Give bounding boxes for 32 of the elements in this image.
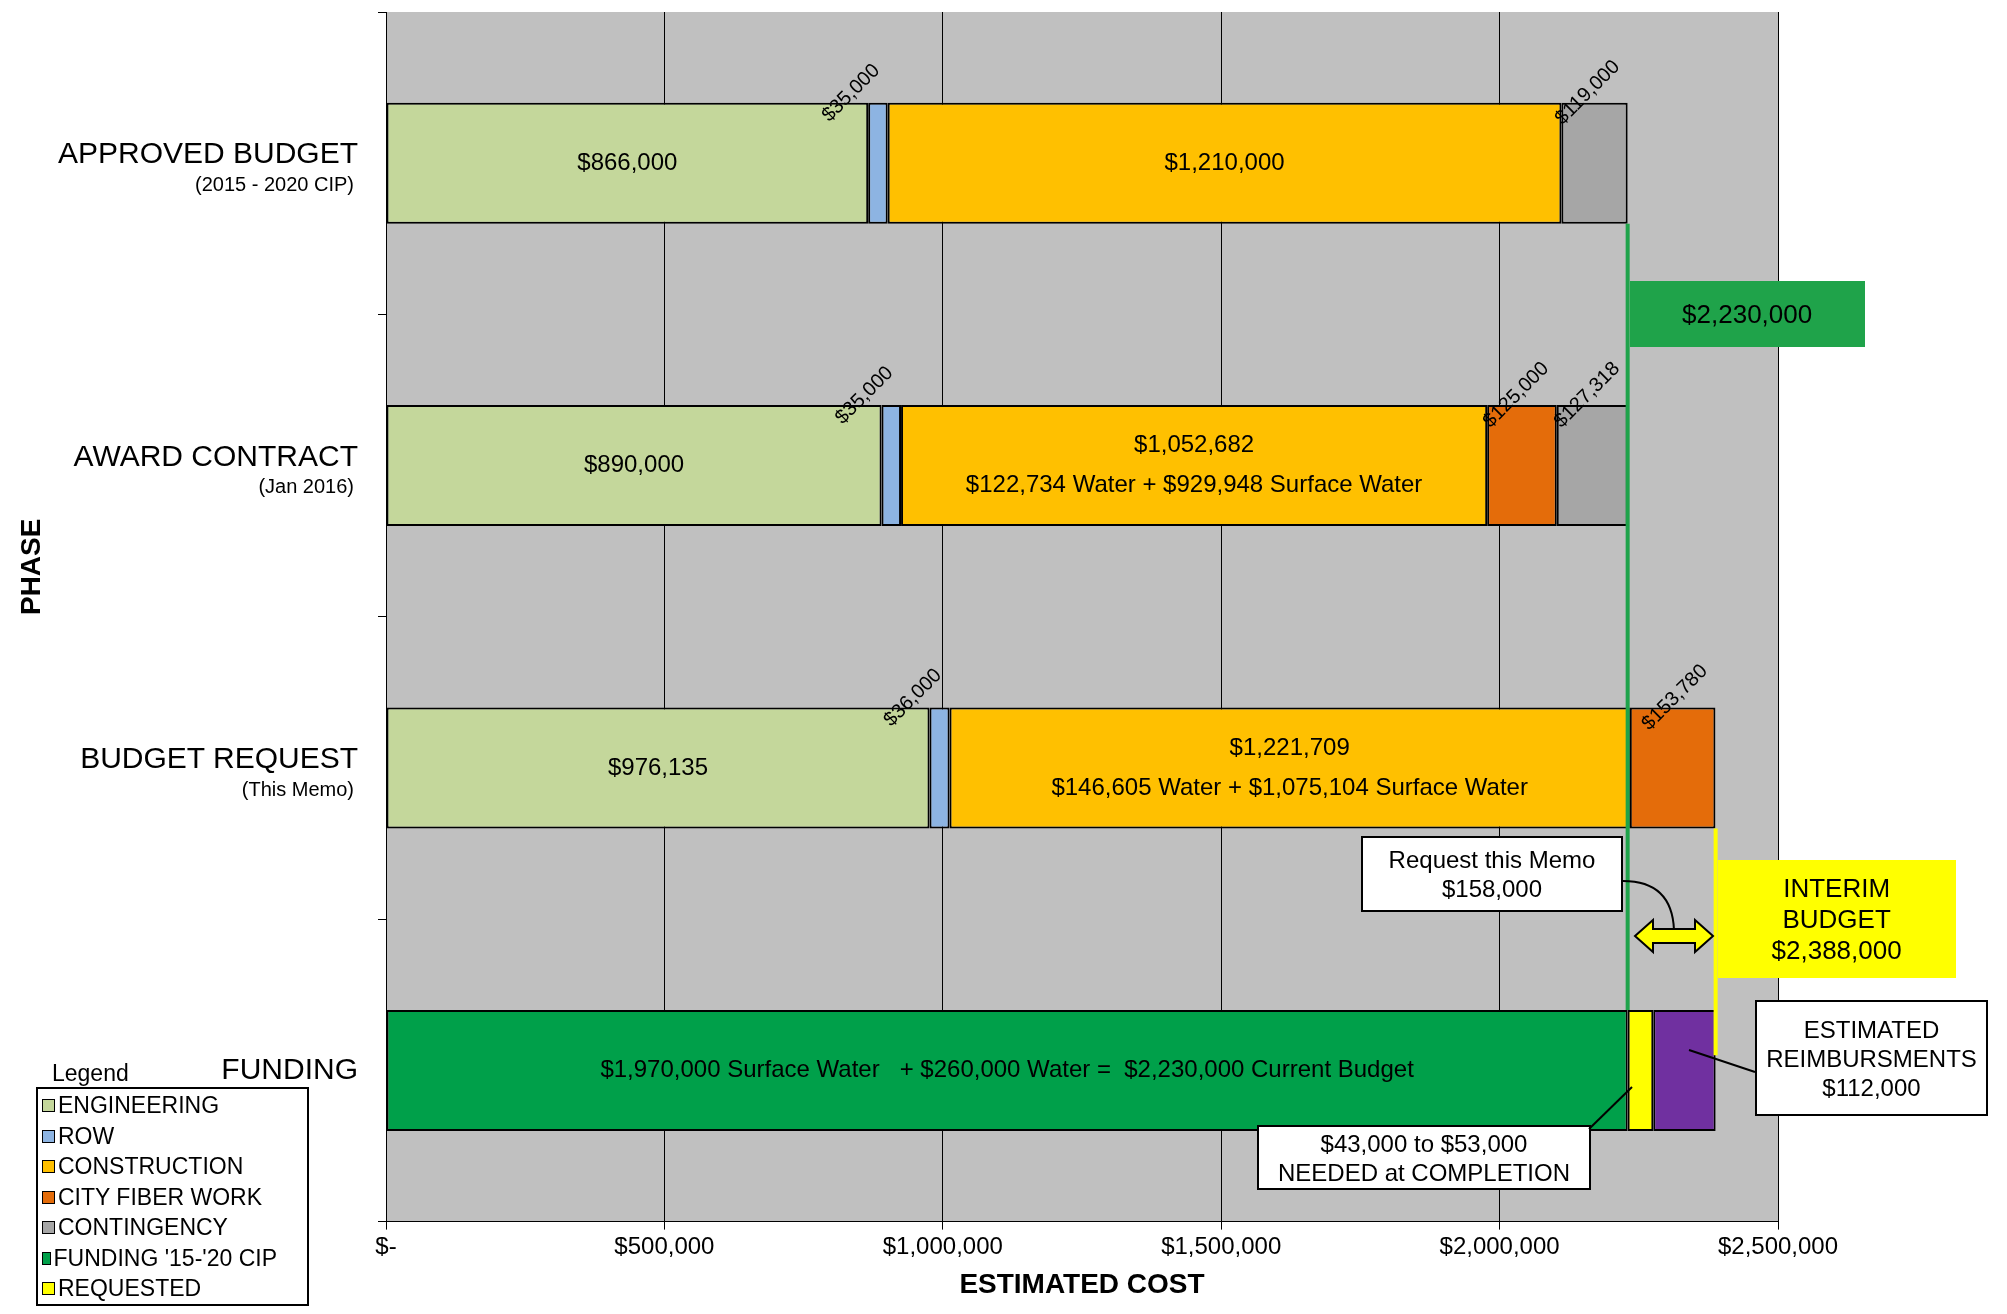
annotation: $43,000 to $53,000 NEEDED at COMPLETION <box>1257 1125 1591 1190</box>
data-label: $1,210,000 <box>1164 147 1285 175</box>
data-label: $1,970,000 Surface Water + $260,000 Water = $2,230,000 Current Budget <box>600 1055 1415 1083</box>
legend-label: ENGINEERING <box>58 1092 220 1120</box>
callout-box: INTERIM BUDGET $2,388,000 <box>1717 860 1956 979</box>
x-tick-label: $2,000,000 <box>1439 1231 1560 1259</box>
legend-label: REQUESTED <box>58 1275 202 1303</box>
legend-label: CONTINGENCY <box>58 1214 228 1242</box>
callout-box: $2,230,000 <box>1629 281 1865 348</box>
legend-label: CONSTRUCTION <box>58 1153 244 1181</box>
data-label: $1,221,709 $146,605 Water + $1,075,104 Surface Water <box>1051 732 1528 800</box>
data-label: $890,000 <box>583 450 685 478</box>
annotation: Request this Memo $158,000 <box>1361 836 1623 912</box>
annotation: ESTIMATED REIMBURSMENTS $112,000 <box>1755 1000 1988 1116</box>
x-tick-label: $1,500,000 <box>1161 1231 1282 1259</box>
y-axis-title: PHASE <box>14 518 46 616</box>
y-tick-label: APPROVED BUDGET (2015 - 2020 CIP) <box>57 136 358 195</box>
legend-title: Legend <box>52 1059 129 1086</box>
y-tick-label: FUNDING <box>221 1051 358 1085</box>
x-tick-label: $500,000 <box>614 1231 715 1259</box>
data-label: $976,135 <box>607 752 709 780</box>
x-axis-title: ESTIMATED COST <box>959 1267 1205 1299</box>
x-tick-label: $- <box>375 1231 397 1259</box>
legend-label: FUNDING '15-'20 CIP <box>53 1244 277 1272</box>
y-tick-label: AWARD CONTRACT (Jan 2016) <box>73 438 358 498</box>
legend-label: CITY FIBER WORK <box>58 1183 263 1211</box>
data-label: $1,052,682 $122,734 Water + $929,948 Surface Water <box>965 430 1423 498</box>
data-label: $866,000 <box>577 147 678 175</box>
x-tick-label: $2,500,000 <box>1717 1231 1839 1259</box>
y-tick-label: BUDGET REQUEST (This Memo) <box>80 741 358 800</box>
x-tick-label: $1,000,000 <box>882 1231 1003 1259</box>
legend-label: ROW <box>58 1122 115 1150</box>
